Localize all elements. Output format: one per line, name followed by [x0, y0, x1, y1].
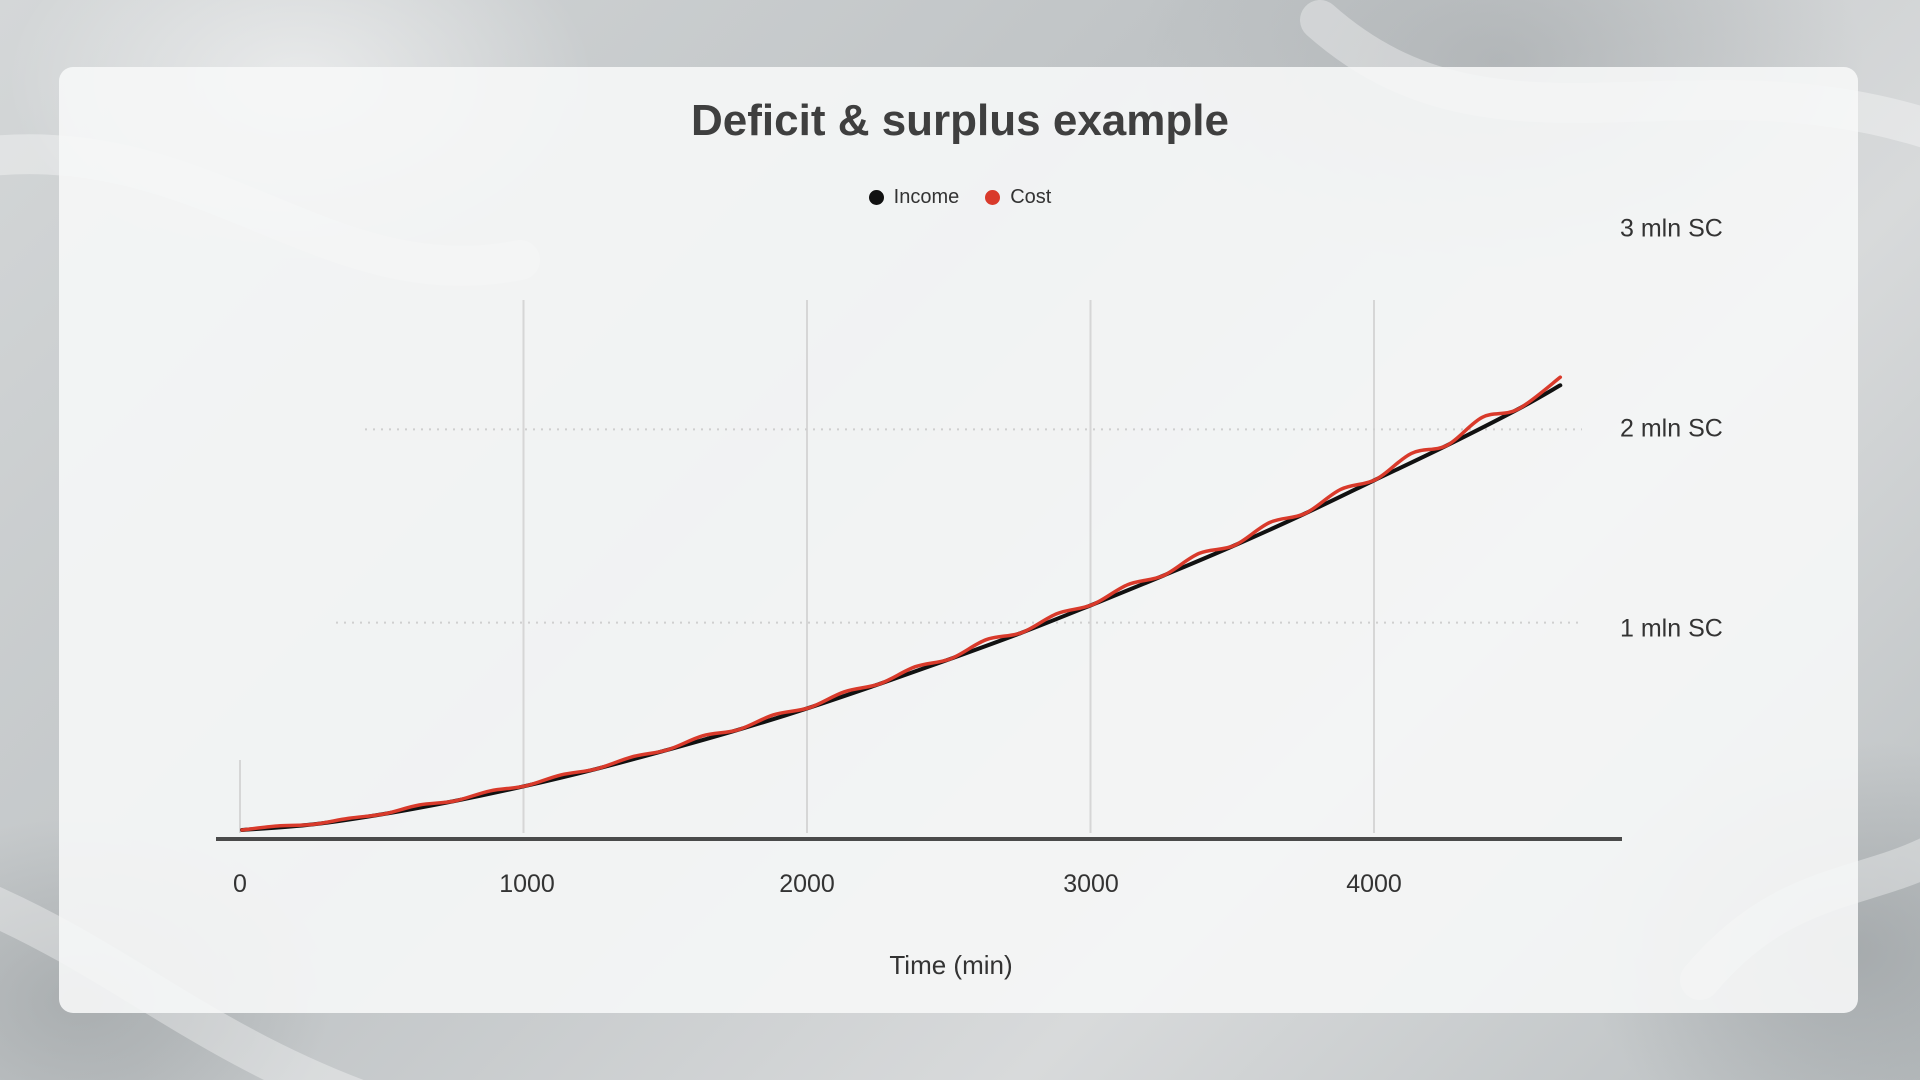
x-tick-label: 2000	[779, 870, 835, 898]
x-tick-label: 4000	[1346, 870, 1402, 898]
y-tick-label: 1 mln SC	[1620, 614, 1723, 643]
x-tick-label: 1000	[499, 870, 555, 898]
legend-item-cost: Cost	[985, 186, 1051, 209]
legend-label-cost: Cost	[1010, 186, 1052, 208]
x-axis-label: Time (min)	[889, 950, 1013, 980]
chart-legend: Income Cost	[0, 186, 1920, 209]
legend-swatch-income	[868, 190, 884, 205]
y-tick-label: 3 mln SC	[1620, 214, 1723, 243]
legend-item-income: Income	[868, 186, 960, 209]
x-tick-label: 3000	[1063, 870, 1119, 898]
income-series-line	[240, 383, 1563, 832]
x-tick-label: 0	[233, 870, 247, 898]
chart-title: Deficit & surplus example	[691, 96, 1229, 145]
chart-card	[59, 67, 1858, 1013]
legend-swatch-cost	[985, 190, 1001, 205]
y-tick-label: 2 mln SC	[1620, 414, 1723, 443]
legend-label-income: Income	[893, 186, 960, 208]
cost-series-line	[240, 375, 1563, 832]
